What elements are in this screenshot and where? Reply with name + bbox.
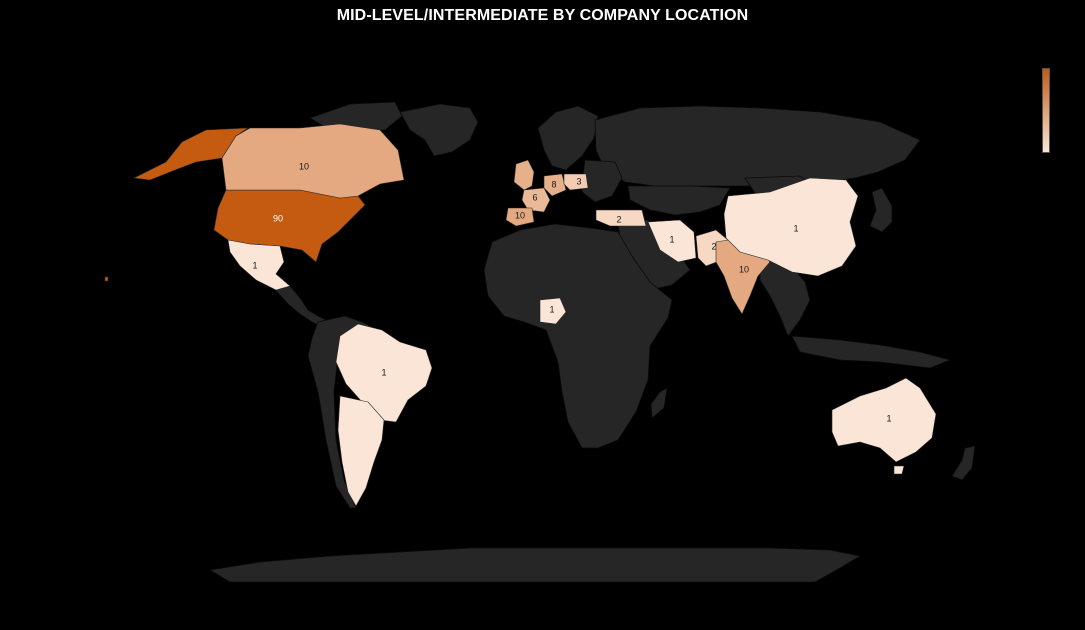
value-labels: 10 90 1 1 8 3 6 10 2 1 2 10 1 1 1 xyxy=(252,161,891,423)
region-brazil[interactable] xyxy=(335,323,433,423)
region-germany[interactable] xyxy=(543,173,567,197)
antarctica xyxy=(208,547,862,583)
region-uk[interactable] xyxy=(513,159,535,191)
label-germany: 8 xyxy=(551,179,556,189)
label-nigeria: 1 xyxy=(549,304,554,314)
choropleth-regions xyxy=(104,123,937,507)
scandinavia xyxy=(537,105,599,171)
map-title: MID-LEVEL/INTERMEDIATE BY COMPANY LOCATI… xyxy=(336,7,749,24)
base-land xyxy=(208,101,976,583)
label-india: 10 xyxy=(739,264,749,274)
label-australia: 1 xyxy=(886,413,891,423)
region-greece[interactable] xyxy=(595,209,647,227)
label-mexico: 1 xyxy=(252,260,257,270)
label-brazil: 1 xyxy=(381,367,386,377)
region-australia[interactable] xyxy=(831,377,937,463)
color-scale-legend xyxy=(1042,68,1050,153)
label-spain: 10 xyxy=(515,210,525,220)
region-mexico[interactable] xyxy=(227,239,291,291)
label-iran: 1 xyxy=(669,234,674,244)
region-iran[interactable] xyxy=(647,219,697,263)
label-pakistan: 2 xyxy=(711,241,716,251)
region-poland[interactable] xyxy=(563,173,589,191)
madagascar xyxy=(650,387,668,419)
central-asia xyxy=(627,185,731,216)
region-china[interactable] xyxy=(723,177,859,277)
new-zealand xyxy=(951,445,976,481)
label-greece: 2 xyxy=(616,214,621,224)
label-china: 1 xyxy=(793,223,798,233)
greenland-shape xyxy=(399,103,479,157)
label-usa: 90 xyxy=(273,213,283,223)
indonesia xyxy=(791,335,952,369)
label-france: 6 xyxy=(532,192,537,202)
region-tasmania[interactable] xyxy=(893,465,905,475)
japan xyxy=(869,187,893,233)
russia xyxy=(594,105,921,187)
label-canada: 10 xyxy=(299,161,309,171)
africa xyxy=(483,223,673,449)
label-poland: 3 xyxy=(576,176,581,186)
region-nigeria[interactable] xyxy=(539,297,567,325)
region-hawaii[interactable] xyxy=(104,276,109,282)
europe-east xyxy=(581,159,623,203)
south-america-west xyxy=(307,315,379,509)
region-canada[interactable] xyxy=(221,123,405,199)
region-spain[interactable] xyxy=(505,207,535,227)
region-brazil-south[interactable] xyxy=(337,395,385,507)
